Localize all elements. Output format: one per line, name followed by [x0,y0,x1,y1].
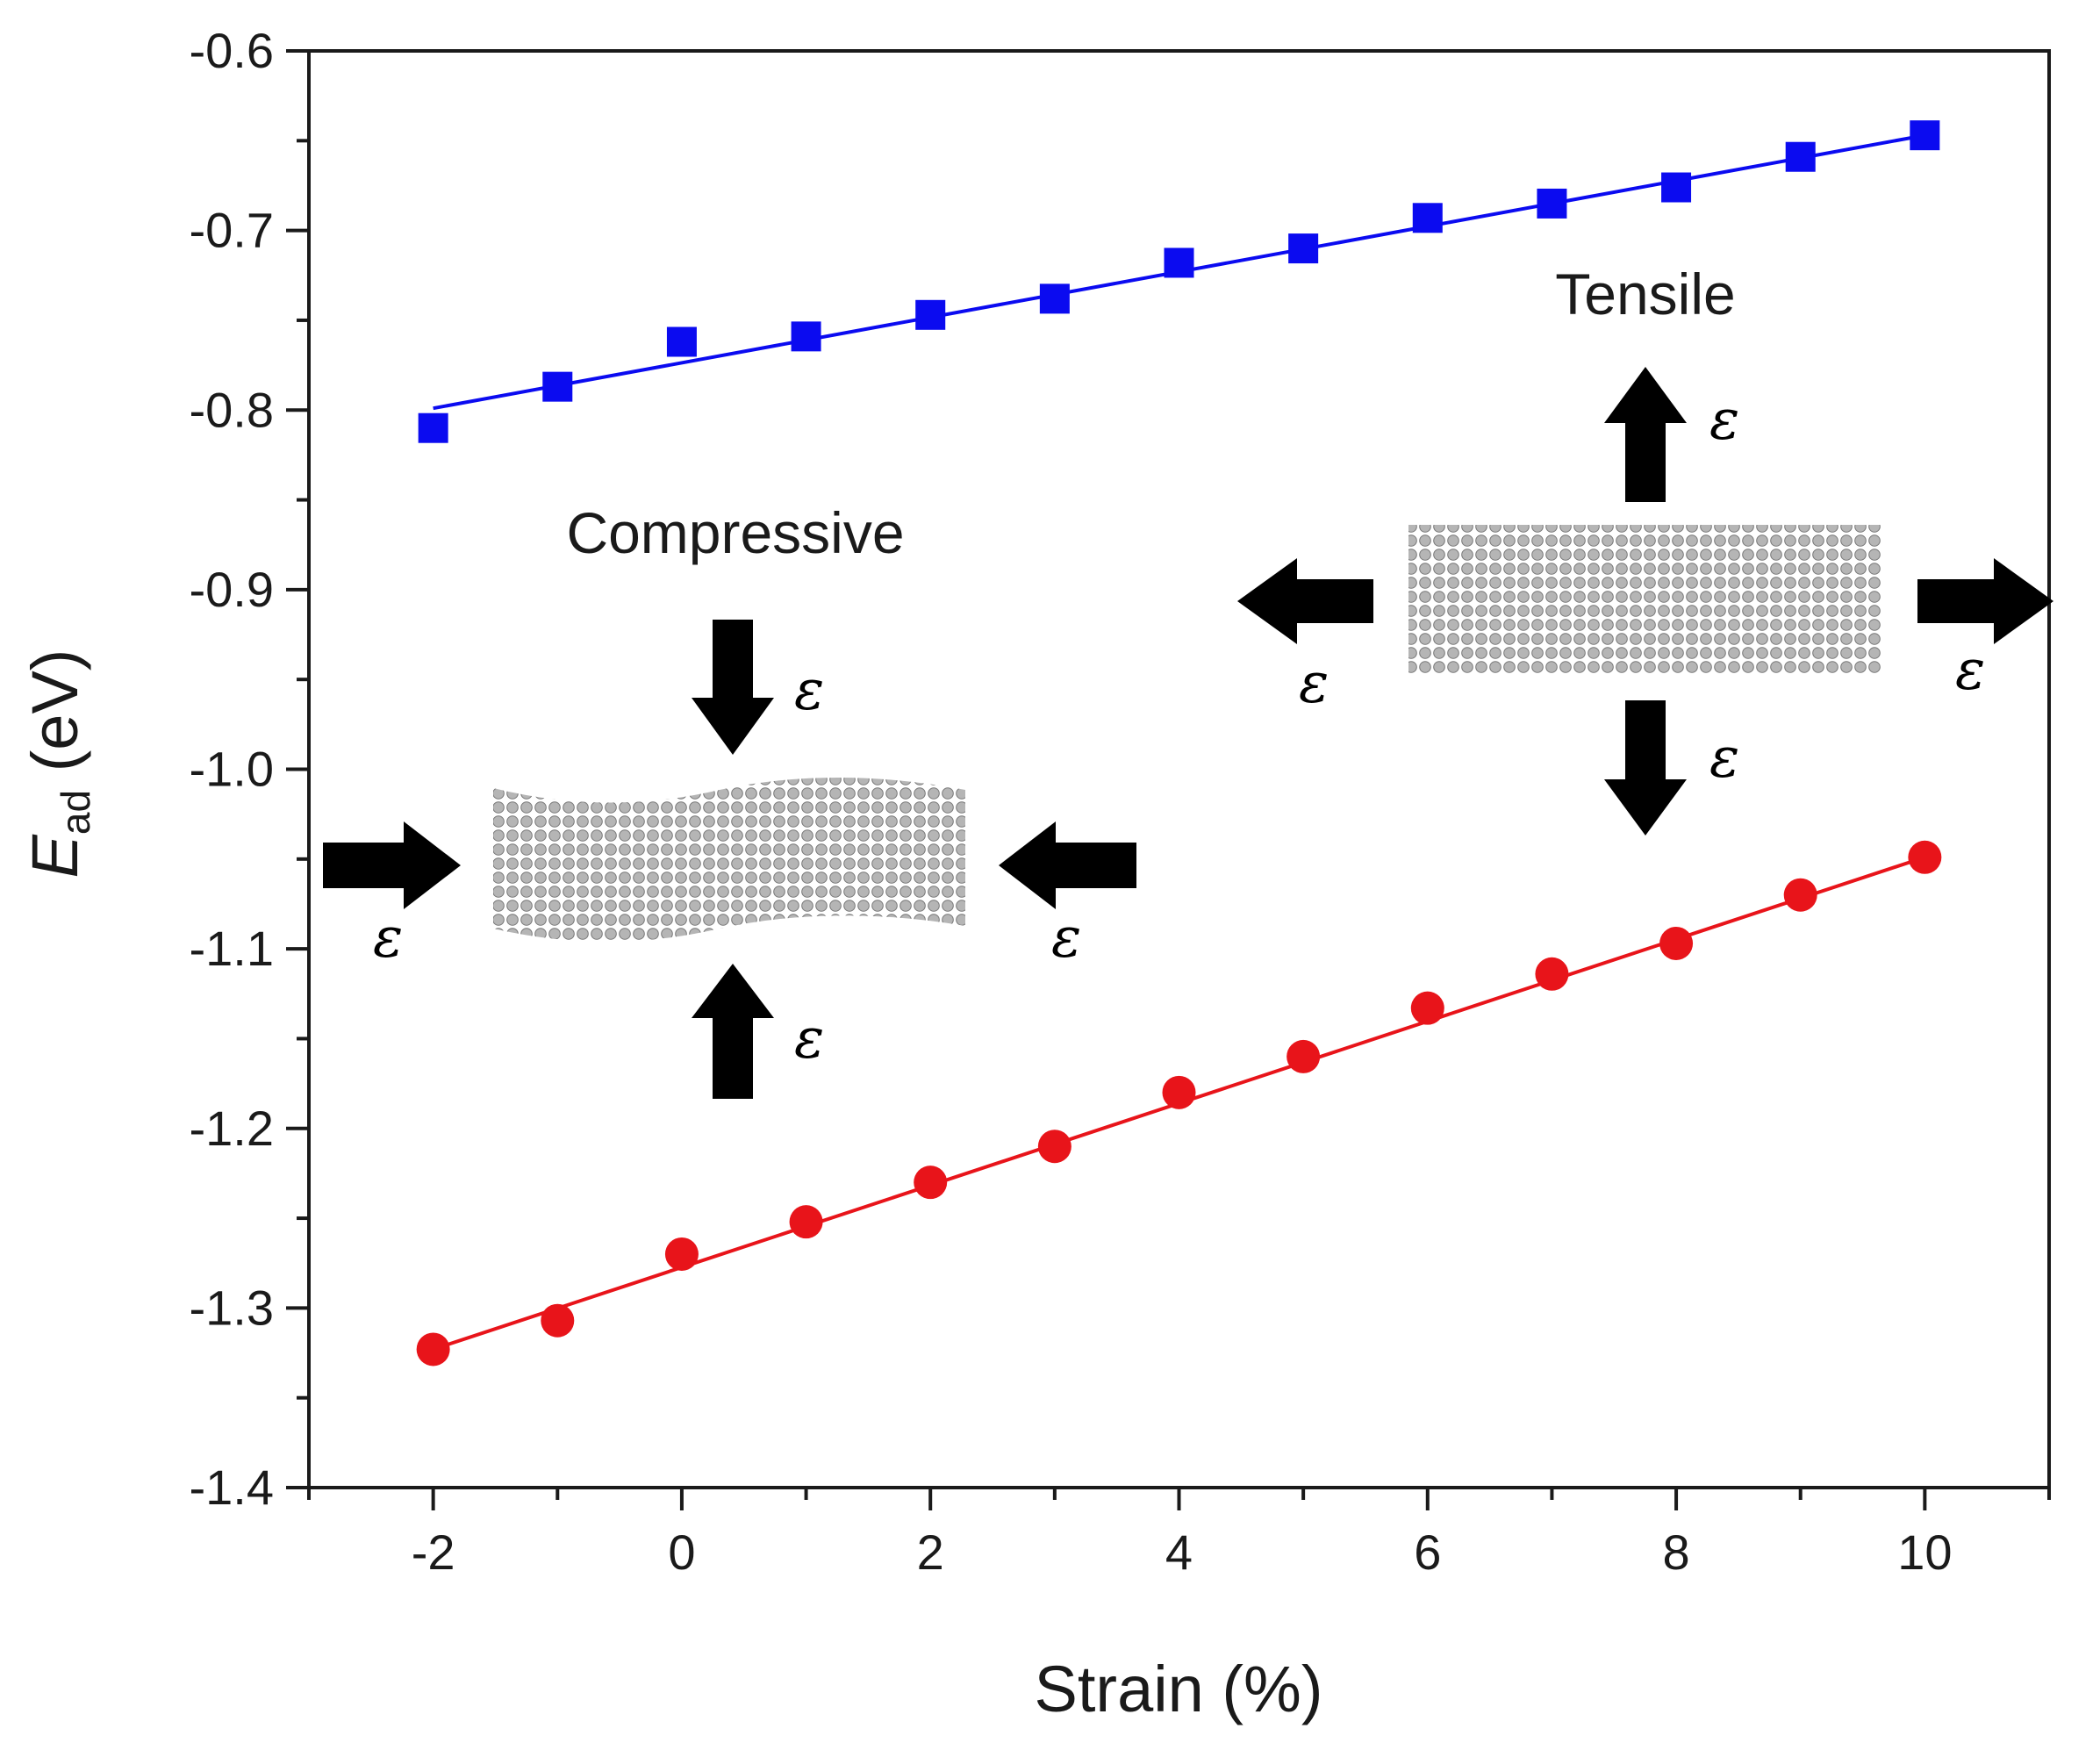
series-layer [416,120,1942,1366]
tensile-inset: Tensile ε ε ε ε [1237,262,2053,836]
compressed-sheet [493,778,965,942]
arrow-pointing-right [1917,558,2053,644]
data-point-circle [541,1303,575,1338]
arrow-left-pointing-right [323,821,461,909]
data-point-circle [914,1166,948,1200]
y-tick-label: -0.7 [190,203,275,258]
data-point-circle [1535,957,1569,991]
x-axis-tick-labels: -2 0 2 4 6 8 10 [412,1524,1953,1580]
data-point-square [1537,188,1567,219]
tensile-label: Tensile [1555,262,1735,326]
data-point-circle [1783,878,1817,912]
y-axis-tick-labels: -1.4 -1.3 -1.2 -1.1 -1.0 -0.9 -0.8 -0.7 -0.6 [190,23,275,1515]
data-point-circle [1037,1130,1072,1164]
data-point-circle [664,1237,699,1271]
x-tick-label: 0 [668,1524,695,1580]
y-tick-label: -1.3 [190,1280,275,1335]
arrow-pointing-down [1604,700,1687,836]
data-point-circle [1908,840,1942,874]
data-point-square [1785,141,1816,172]
x-tick-label: -2 [412,1524,455,1580]
eps-right: ε [1051,906,1081,971]
data-point-circle [789,1205,823,1239]
eps-left: ε [373,906,403,971]
y-tick-label: -1.0 [190,742,275,797]
data-point-circle [1162,1075,1196,1109]
y-tick-label: -1.2 [190,1101,275,1156]
data-point-square [1910,120,1940,151]
x-tick-label: 4 [1165,1524,1193,1580]
eps-down: ε [1709,726,1739,791]
y-tick-label: -0.6 [190,23,275,78]
series-red-circles [416,840,1942,1366]
arrow-bottom-pointing-up [692,964,774,1099]
x-tick-label: 10 [1897,1524,1952,1580]
data-point-square [418,412,448,443]
y-axis-unit: (eV) [18,649,91,790]
y-axis-title: Ead (eV) [18,649,98,879]
arrow-top-pointing-down [692,620,774,755]
data-point-square [1412,203,1443,233]
y-axis-subscript: ad [53,790,98,835]
y-tick-label: -1.4 [190,1460,275,1515]
data-point-square [1039,283,1070,314]
x-tick-label: 8 [1662,1524,1689,1580]
x-axis-ticks [307,1488,2051,1510]
eps-top: ε [794,658,824,723]
series-blue-squares [418,120,1940,443]
stretched-sheet [1408,525,1882,674]
x-axis-title: Strain (%) [1035,1653,1323,1725]
data-point-square [915,299,946,330]
arrow-right-pointing-left [999,821,1136,909]
y-axis-symbol: E [18,833,91,878]
data-point-circle [1287,1039,1321,1073]
data-point-circle [416,1332,450,1366]
compressive-inset: Compressive ε ε ε ε [323,500,1136,1099]
y-tick-label: -1.1 [190,921,275,976]
eps-right-tensile: ε [1955,638,1985,703]
compressive-label: Compressive [566,500,904,565]
y-axis-ticks [286,49,309,1489]
data-point-square [666,326,697,357]
arrow-pointing-up [1604,367,1687,502]
x-tick-label: 2 [917,1524,944,1580]
data-point-square [542,371,573,402]
data-point-square [1288,233,1319,264]
y-tick-label: -0.8 [190,382,275,437]
data-point-square [1164,247,1194,278]
data-point-square [1661,172,1692,203]
y-tick-label: -0.9 [190,562,275,617]
eps-bottom: ε [794,1007,824,1072]
data-point-square [791,321,821,352]
arrow-pointing-left [1237,558,1373,644]
x-tick-label: 6 [1414,1524,1441,1580]
data-point-circle [1659,926,1694,960]
data-point-circle [1410,991,1444,1025]
eps-up: ε [1709,388,1739,453]
eps-left-tensile: ε [1299,651,1329,716]
